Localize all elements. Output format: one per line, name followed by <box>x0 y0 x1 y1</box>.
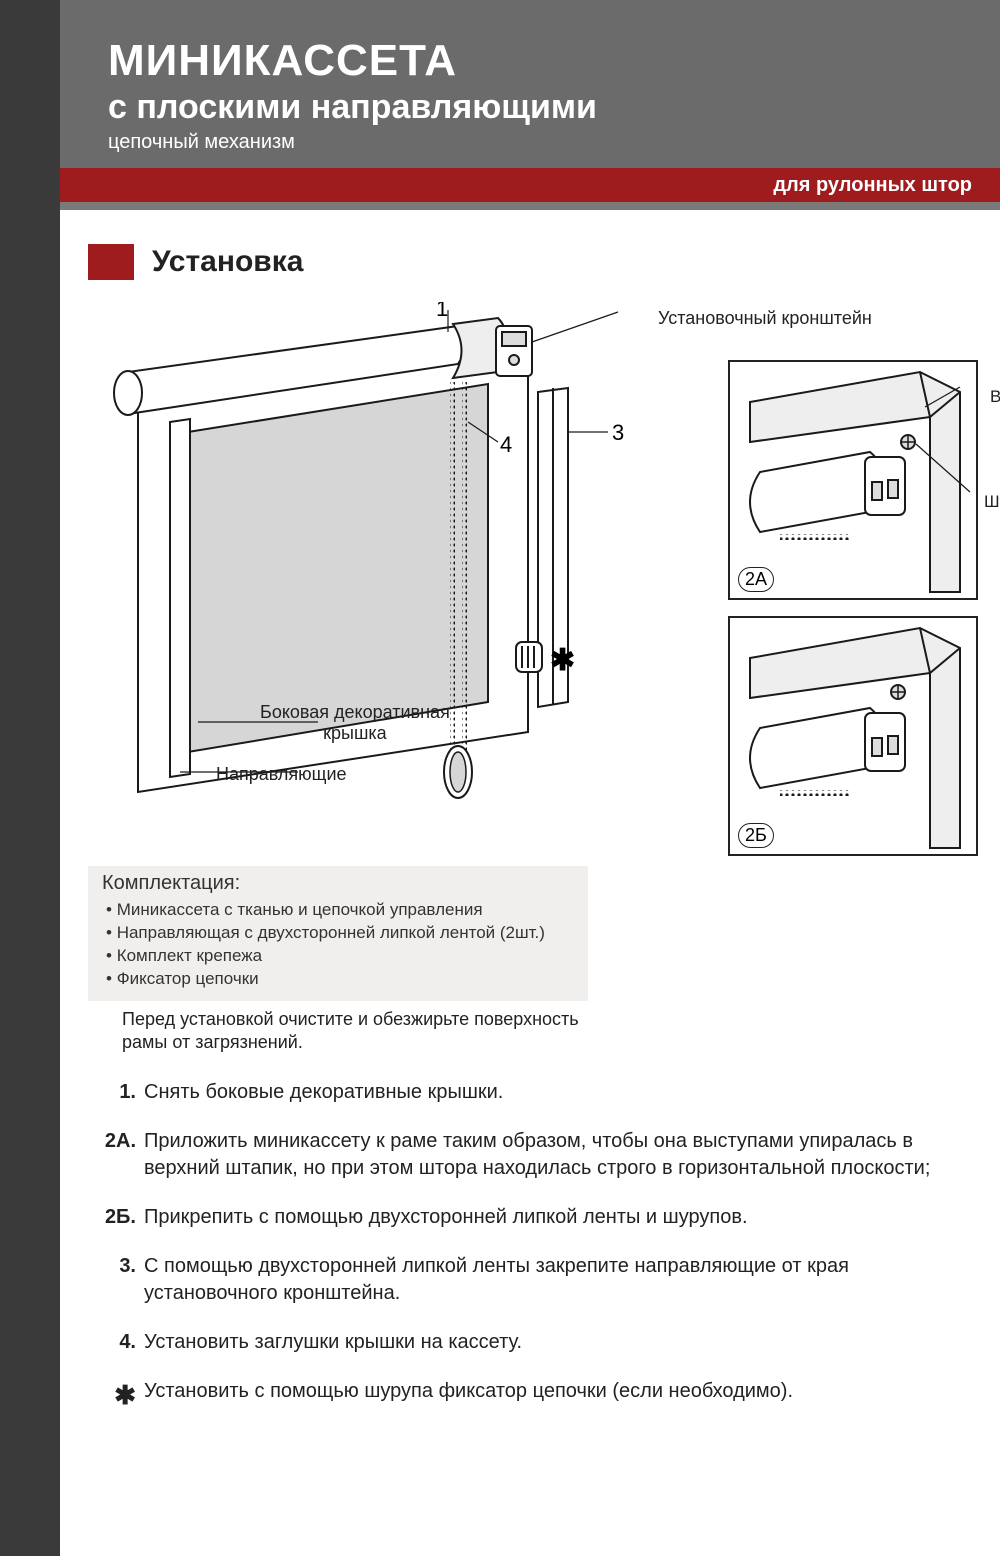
header: МИНИКАССЕТА с плоскими направляющими цеп… <box>60 0 1000 168</box>
red-bar: для рулонных штор <box>60 168 1000 202</box>
panel-2a: 2А <box>728 360 978 600</box>
panel-2b: 2Б <box>728 616 978 856</box>
panel-2a-svg <box>730 362 980 602</box>
kit-item: Направляющая с двухсторонней липкой лент… <box>106 922 574 945</box>
step-num: 3. <box>88 1253 144 1307</box>
purpose: для рулонных штор <box>773 174 972 197</box>
callout-screws: Шурупы <box>984 492 1000 512</box>
kit-item: Миникассета с тканью и цепочкой управлен… <box>106 899 574 922</box>
panel-2a-label: 2А <box>738 567 774 592</box>
step-text: Прикрепить с помощью двухсторонней липко… <box>144 1204 972 1231</box>
page: МИНИКАССЕТА с плоскими направляющими цеп… <box>0 0 1000 1556</box>
panel-2b-svg <box>730 618 980 858</box>
step-text: Установить с помощью шурупа фиксатор цеп… <box>144 1378 972 1413</box>
step-num: 1. <box>88 1079 144 1106</box>
step-num: 2А. <box>88 1128 144 1182</box>
step-num: 4. <box>88 1329 144 1356</box>
diagram-star: ✱ <box>550 644 575 677</box>
content: Установка <box>60 210 1000 1475</box>
callout-bracket: Установочный кронштейн <box>658 308 872 329</box>
kit-title: Комплектация: <box>102 872 574 895</box>
step-text: Установить заглушки крышки на кассету. <box>144 1329 972 1356</box>
callout-side-cover: Боковая декоративная крышка <box>260 702 450 744</box>
left-strip <box>0 0 60 1556</box>
step-text: Снять боковые декоративные крышки. <box>144 1079 972 1106</box>
panel-2b-label: 2Б <box>738 823 774 848</box>
thin-gray-bar <box>60 202 1000 210</box>
callout-guides: Направляющие <box>216 764 347 785</box>
step-2b: 2Б. Прикрепить с помощью двухсторонней л… <box>88 1204 972 1231</box>
section-title-row: Установка <box>88 244 972 280</box>
kit-item: Фиксатор цепочки <box>106 968 574 991</box>
kit-box: Комплектация: Миникассета с тканью и цеп… <box>88 866 588 1001</box>
section-title: Установка <box>152 245 303 279</box>
diagram-num-4: 4 <box>500 432 512 457</box>
step-num: ✱ <box>88 1378 144 1413</box>
diagram-area: 1 3 4 ✱ Установочный кронштейн <box>88 302 972 992</box>
title: МИНИКАССЕТА <box>108 36 960 86</box>
step-4: 4. Установить заглушки крышки на кассету… <box>88 1329 972 1356</box>
diagram-num-3: 3 <box>612 420 624 445</box>
subtitle: с плоскими направляющими <box>108 88 960 127</box>
callout-ledge: Выступ <box>990 387 1000 407</box>
step-text: С помощью двухсторонней липкой ленты зак… <box>144 1253 972 1307</box>
step-3: 3. С помощью двухсторонней липкой ленты … <box>88 1253 972 1307</box>
step-text: Приложить миникассету к раме таким образ… <box>144 1128 972 1182</box>
steps: 1. Снять боковые декоративные крышки. 2А… <box>88 1079 972 1413</box>
kit-list: Миникассета с тканью и цепочкой управлен… <box>102 899 574 991</box>
diagram-num-1: 1 <box>436 302 448 321</box>
step-num: 2Б. <box>88 1204 144 1231</box>
section-red-stub <box>88 244 134 280</box>
step-1: 1. Снять боковые декоративные крышки. <box>88 1079 972 1106</box>
step-star: ✱ Установить с помощью шурупа фиксатор ц… <box>88 1378 972 1413</box>
kit-item: Комплект крепежа <box>106 945 574 968</box>
prep-note: Перед установкой очистите и обезжирьте п… <box>122 1008 972 1055</box>
mechanism: цепочный механизм <box>108 131 960 154</box>
step-2a: 2А. Приложить миникассету к раме таким о… <box>88 1128 972 1182</box>
main-diagram: 1 3 4 ✱ <box>98 302 658 862</box>
